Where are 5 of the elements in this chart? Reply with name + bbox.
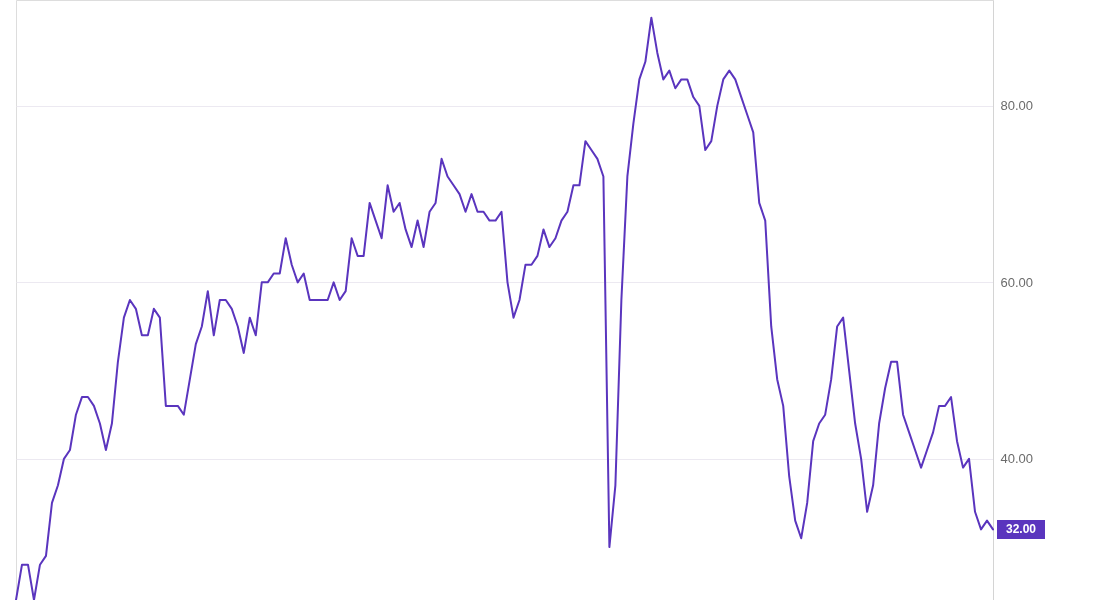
y-tick-label: 60.00 bbox=[1000, 274, 1034, 290]
y-tick-label: 80.00 bbox=[1000, 98, 1034, 114]
y-tick-label: 40.00 bbox=[1000, 451, 1034, 467]
data-label: 32.00 bbox=[1005, 522, 1037, 537]
line-series bbox=[15, 16, 994, 600]
